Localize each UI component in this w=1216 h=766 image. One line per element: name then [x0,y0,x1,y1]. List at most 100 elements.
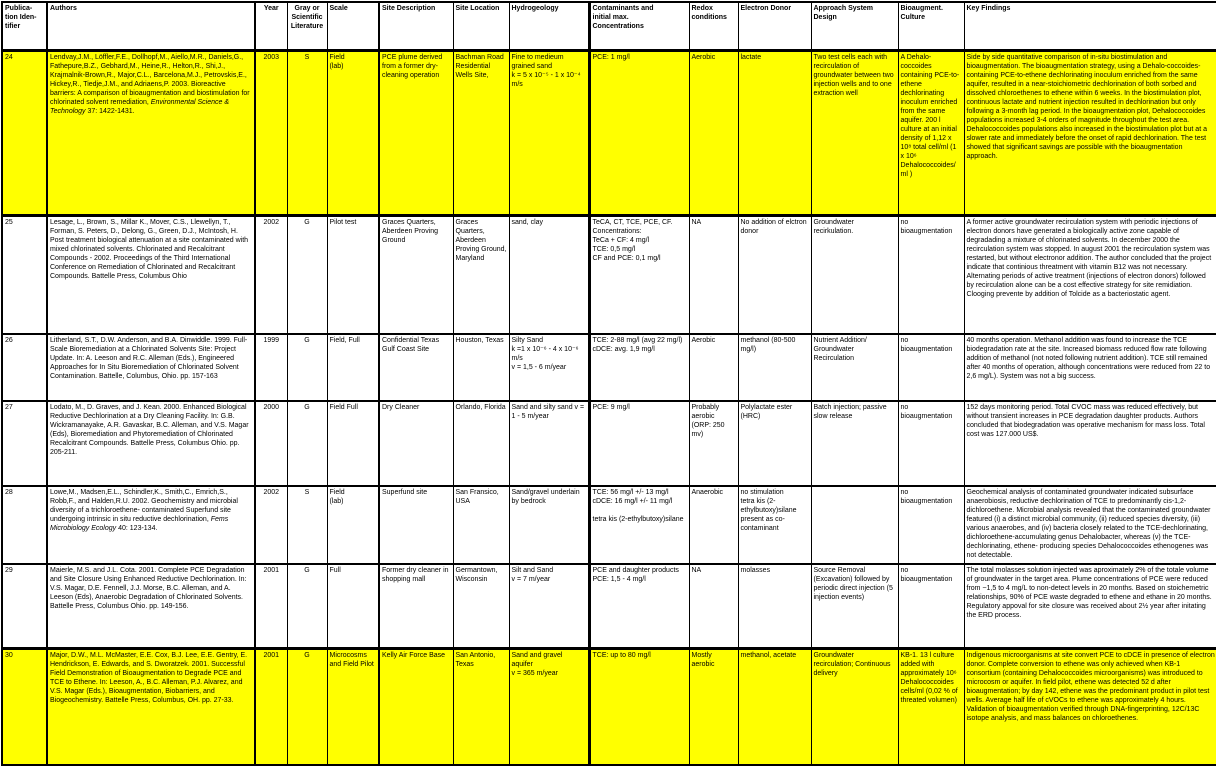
cell-year: 2001 [254,648,288,766]
cell-hydrogeology: Silty Sand k =1 x 10⁻⁶ - 4 x 10⁻⁶ m/s v … [508,333,590,402]
cell-contaminants: PCE: 9 mg/l [587,400,690,487]
cell-hydrogeology: sand, clay [508,215,590,335]
cell-publication-id: 24 [1,50,48,217]
cell-bioaugmentation: A Dehalo-coccoides containing PCE-to-eth… [897,50,965,217]
cell-scale: Pilot test [326,215,380,335]
col-header-key-findings: Key Findings [963,1,1216,52]
cell-hydrogeology: Sand and silty sand v = 1 - 5 m/year [508,400,590,487]
cell-scale: Full [326,563,380,650]
cell-approach: Two test cells each with recirculation o… [810,50,899,217]
cell-publication-id: 29 [1,563,48,650]
citation-text: Lowe,M., Madsen,E.L., Schindler,K., Smit… [50,488,238,523]
cell-literature: G [286,648,328,766]
cell-key-findings: Indigenous microorganisms at site conver… [963,648,1216,766]
cell-site-description: Kelly Air Force Base [378,648,454,766]
cell-publication-id: 28 [1,485,48,565]
citation-pages: 40: 123-134. [116,524,158,532]
table-row: 27 Lodato, M., D. Graves, and J. Kean. 2… [1,400,1216,487]
col-header-year: Year [254,1,288,52]
table-row: 28 Lowe,M., Madsen,E.L., Schindler,K., S… [1,485,1216,565]
cell-literature: S [286,485,328,565]
cell-scale: Field (lab) [326,485,380,565]
table-row: 29 Maierle, M.S. and J.L. Cota. 2001. Co… [1,563,1216,650]
citation-journal: Environmental Science & Technology [50,99,229,115]
cell-key-findings: 152 days monitoring period. Total CVOC m… [963,400,1216,487]
cell-authors: Lesage, L., Brown, S., Millar K., Mover,… [46,215,256,335]
col-header-scale: Scale [326,1,380,52]
cell-key-findings: The total molasses solution injected was… [963,563,1216,650]
cell-scale: Microcosms and Field Pilot [326,648,380,766]
col-header-authors: Authors [46,1,256,52]
cell-authors: Litherland, S.T., D.W. Anderson, and B.A… [46,333,256,402]
citation-journal: Fems Microbiology Ecology [50,515,229,532]
cell-key-findings: 40 months operation. Methanol addition w… [963,333,1216,402]
cell-site-description: Graces Quarters, Aberdeen Proving Ground [378,215,454,335]
cell-key-findings: Side by side quantitative comparison of … [963,50,1216,217]
cell-electron-donor: Polylactate ester (HRC) [737,400,812,487]
cell-authors: Lowe,M., Madsen,E.L., Schindler,K., Smit… [46,485,256,565]
cell-bioaugmentation: no bioaugmentation [897,485,965,565]
cell-redox: NA [688,563,739,650]
cell-year: 2001 [254,563,288,650]
cell-redox: Aerobic [688,333,739,402]
col-header-site-description: Site Description [378,1,454,52]
cell-year: 2000 [254,400,288,487]
cell-approach: Batch injection; passive slow release [810,400,899,487]
cell-site-description: Confidential Texas Gulf Coast Site [378,333,454,402]
col-header-literature: Gray or Scientific Literature [286,1,328,52]
cell-publication-id: 27 [1,400,48,487]
cell-site-location: San Antonio, Texas [452,648,510,766]
cell-bioaugmentation: no bioaugmentation [897,400,965,487]
cell-site-location: Houston, Texas [452,333,510,402]
cell-hydrogeology: Sand/gravel underlain by bedrock [508,485,590,565]
col-header-redox: Redox conditions [688,1,739,52]
cell-literature: G [286,563,328,650]
col-header-contaminants: Contaminants and initial max. Concentrat… [587,1,690,52]
cell-site-location: Bachman Road Residential Wells Site, [452,50,510,217]
cell-contaminants: PCE: 1 mg/l [587,50,690,217]
cell-approach [810,485,899,565]
cell-electron-donor: molasses [737,563,812,650]
cell-year: 1999 [254,333,288,402]
cell-scale: Field Full [326,400,380,487]
cell-literature: G [286,333,328,402]
cell-contaminants: TCE: 56 mg/l +/- 13 mg/l cDCE: 16 mg/l +… [587,485,690,565]
citation-text: Lendvay,J.M., Löffler,F.E., Dollhopf,M.,… [50,54,250,106]
cell-scale: Field, Full [326,333,380,402]
cell-site-description: PCE plume derived from a former dry-clea… [378,50,454,217]
cell-site-location: Orlando, Florida [452,400,510,487]
cell-electron-donor: lactate [737,50,812,217]
cell-bioaugmentation: KB-1. 13 l culture added with approximat… [897,648,965,766]
table-row: 30 Major, D.W., M.L. McMaster, E.E. Cox,… [1,648,1216,766]
cell-publication-id: 30 [1,648,48,766]
cell-literature: G [286,400,328,487]
col-header-publication-id: Publica- tion Iden- tifier [1,1,48,52]
col-header-approach: Approach System Design [810,1,899,52]
cell-year: 2002 [254,485,288,565]
cell-literature: G [286,215,328,335]
cell-key-findings: A former active groundwater recirculatio… [963,215,1216,335]
table-row: 25 Lesage, L., Brown, S., Millar K., Mov… [1,215,1216,335]
cell-electron-donor: no stimulation tetra kis (2-ethylbutoxy)… [737,485,812,565]
table-row: 26 Litherland, S.T., D.W. Anderson, and … [1,333,1216,402]
citation-text: Maierle, M.S. and J.L. Cota. 2001. Compl… [50,566,247,610]
citation-text: Lodato, M., D. Graves, and J. Kean. 2000… [50,403,249,456]
cell-site-location: Graces Quarters, Aberdeen Proving Ground… [452,215,510,335]
col-header-hydrogeology: Hydrogeology [508,1,590,52]
cell-literature: S [286,50,328,217]
header-row: Publica- tion Iden- tifier Authors Year … [1,1,1216,52]
cell-approach: Source Removal (Excavation) followed by … [810,563,899,650]
cell-bioaugmentation: no bioaugmentation [897,333,965,402]
cell-authors: Lodato, M., D. Graves, and J. Kean. 2000… [46,400,256,487]
cell-approach: Groundwater recirkulation. [810,215,899,335]
table-header: Publica- tion Iden- tifier Authors Year … [1,1,1216,52]
col-header-electron-donor: Electron Donor [737,1,812,52]
cell-authors: Lendvay,J.M., Löffler,F.E., Dollhopf,M.,… [46,50,256,217]
cell-electron-donor: No addition of elctron donor [737,215,812,335]
col-header-bioaugmentation: Bioaugment. Culture [897,1,965,52]
table-body: 24 Lendvay,J.M., Löffler,F.E., Dollhopf,… [1,50,1216,766]
cell-site-description: Dry Cleaner [378,400,454,487]
cell-contaminants: TCE: 2-88 mg/l (avg 22 mg/l) cDCE: avg. … [587,333,690,402]
